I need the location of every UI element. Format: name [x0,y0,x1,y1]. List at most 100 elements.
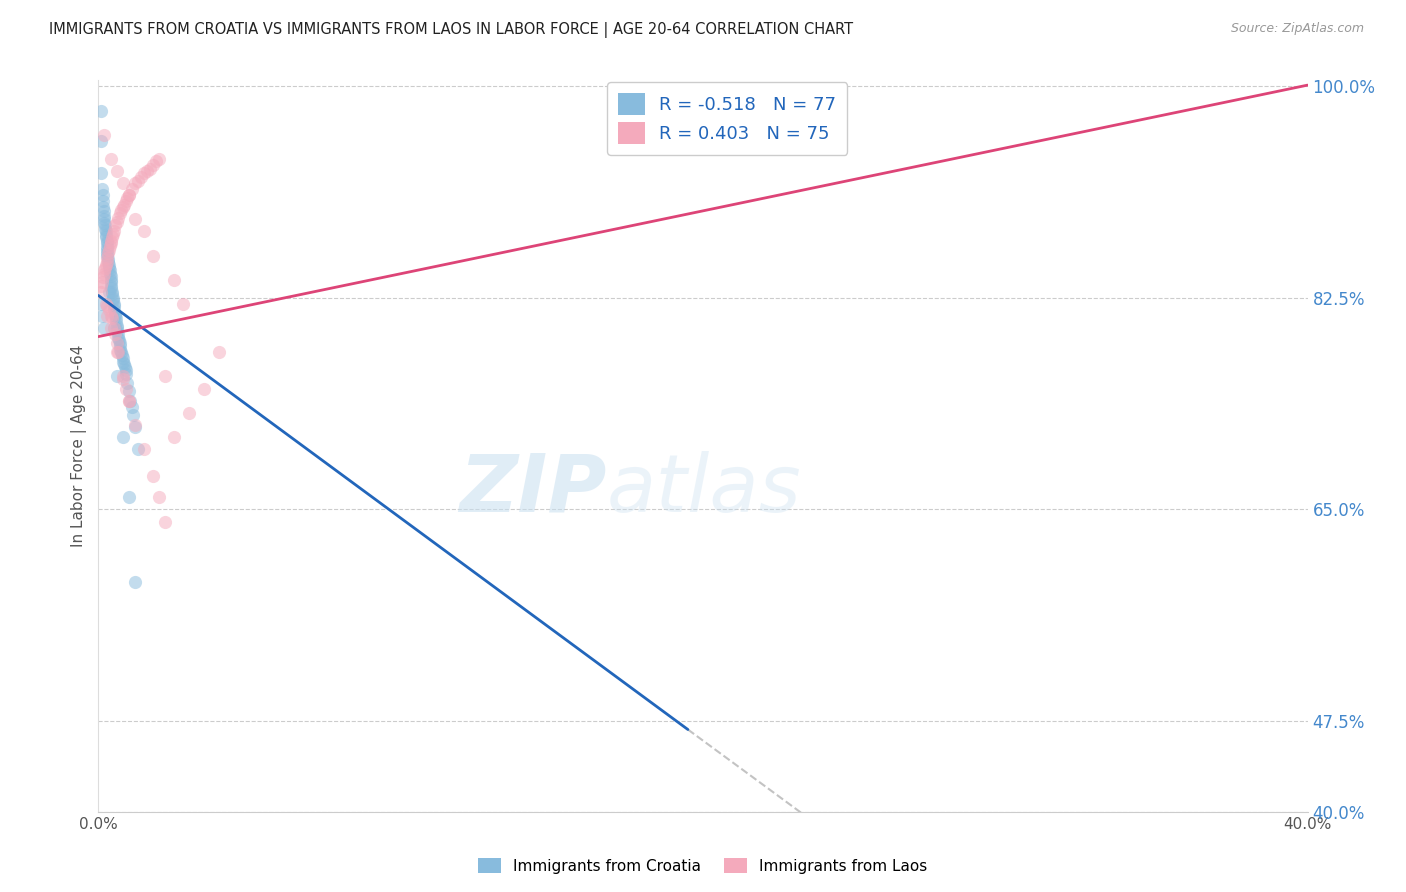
Point [103,299,125,313]
Point [98,258,121,272]
Point [114,359,136,374]
Point [111,176,134,190]
Point [142,468,165,483]
Point [163,430,186,444]
Point [121,400,143,414]
Point [94,297,117,311]
Point [105,321,128,335]
Point [148,152,170,166]
Point [94,258,117,272]
Point [90,134,112,148]
Point [98,239,121,253]
Point [132,224,155,238]
Point [111,372,134,386]
Point [122,408,145,422]
Point [114,194,136,209]
Point [104,307,127,321]
Point [98,263,121,277]
Point [100,309,122,323]
Point [105,164,128,178]
Point [93,212,115,227]
Point [105,335,128,350]
Point [145,154,167,169]
Text: atlas: atlas [606,450,801,529]
Point [98,260,121,275]
Point [93,203,115,218]
Point [163,273,186,287]
Point [111,351,134,366]
Point [111,430,134,444]
Point [96,254,118,268]
Point [96,236,118,251]
Point [118,384,141,398]
Point [118,188,141,202]
Legend: R = -0.518   N = 77, R = 0.403   N = 75: R = -0.518 N = 77, R = 0.403 N = 75 [607,82,848,155]
Point [101,287,124,301]
Point [104,327,127,342]
Point [100,269,122,284]
Point [118,393,141,408]
Point [90,166,112,180]
Point [124,212,146,227]
Point [132,166,155,180]
Point [107,345,129,359]
Point [108,206,131,220]
Point [179,406,201,420]
Point [91,270,114,285]
Point [107,327,129,342]
Point [105,345,128,359]
Point [108,339,131,353]
Point [142,158,165,172]
Point [132,442,155,456]
Point [101,285,124,299]
Point [98,303,121,318]
Point [114,363,136,377]
Point [111,348,134,362]
Point [103,321,125,335]
Point [111,369,134,384]
Point [97,254,120,268]
Point [101,291,124,305]
Point [91,194,114,209]
Point [124,417,146,432]
Point [98,267,121,281]
Point [90,103,112,118]
Point [91,309,114,323]
Point [115,367,138,381]
Point [100,281,122,295]
Point [108,333,131,347]
Point [101,230,124,244]
Point [148,491,170,505]
Point [96,246,118,260]
Point [172,297,194,311]
Point [97,252,120,267]
Point [153,515,176,529]
Point [101,311,124,326]
Point [94,219,117,233]
Point [118,188,141,202]
Point [100,152,122,166]
Point [115,376,138,390]
Point [103,224,125,238]
Point [104,219,127,233]
Point [103,303,125,318]
Point [193,382,215,396]
Point [112,355,135,369]
Point [93,267,115,281]
Point [110,202,132,217]
Point [98,243,121,257]
Point [100,321,122,335]
Point [120,393,142,408]
Point [90,285,112,299]
Point [94,260,117,275]
Point [93,216,115,230]
Point [91,188,114,202]
Point [110,345,132,359]
Point [112,358,135,372]
Point [142,249,165,263]
Point [93,263,115,277]
Point [101,293,124,308]
Point [107,331,129,345]
Point [96,251,118,265]
Point [90,297,112,311]
